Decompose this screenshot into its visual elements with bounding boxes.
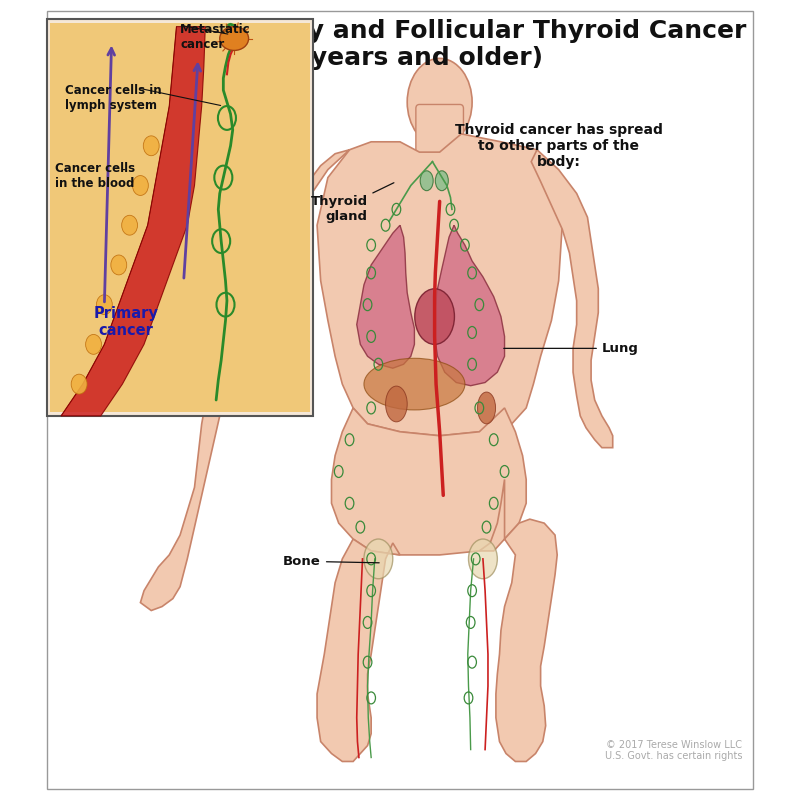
Ellipse shape [386, 386, 407, 422]
Ellipse shape [86, 334, 102, 354]
Ellipse shape [122, 215, 138, 235]
PathPatch shape [141, 150, 350, 610]
Text: Lung: Lung [504, 342, 638, 355]
Polygon shape [61, 26, 206, 416]
FancyBboxPatch shape [416, 105, 463, 156]
Ellipse shape [71, 374, 87, 394]
Ellipse shape [364, 539, 393, 578]
PathPatch shape [317, 539, 400, 762]
PathPatch shape [531, 150, 613, 448]
Ellipse shape [97, 294, 112, 314]
Text: Thyroid
gland: Thyroid gland [310, 182, 394, 223]
Ellipse shape [111, 255, 126, 275]
Text: Primary
cancer: Primary cancer [94, 306, 158, 338]
Ellipse shape [133, 175, 148, 195]
Text: (55 years and older): (55 years and older) [257, 46, 543, 70]
PathPatch shape [479, 479, 557, 762]
Ellipse shape [435, 171, 448, 190]
PathPatch shape [357, 226, 414, 368]
Ellipse shape [414, 289, 454, 344]
Text: © 2017 Terese Winslow LLC
U.S. Govt. has certain rights: © 2017 Terese Winslow LLC U.S. Govt. has… [606, 740, 742, 762]
Ellipse shape [143, 136, 159, 156]
PathPatch shape [331, 408, 526, 555]
Ellipse shape [469, 539, 498, 578]
Text: Bone: Bone [283, 554, 379, 568]
Ellipse shape [407, 58, 472, 146]
Ellipse shape [420, 171, 433, 190]
PathPatch shape [434, 226, 505, 386]
FancyBboxPatch shape [50, 22, 310, 412]
Text: Metastatic
cancer: Metastatic cancer [180, 22, 250, 50]
PathPatch shape [317, 134, 562, 436]
FancyBboxPatch shape [46, 18, 314, 416]
Text: Stage IVB Papillary and Follicular Thyroid Cancer: Stage IVB Papillary and Follicular Thyro… [54, 18, 746, 42]
Ellipse shape [364, 358, 465, 410]
Text: Cancer cells in
lymph system: Cancer cells in lymph system [65, 84, 162, 112]
Text: Cancer cells
in the blood: Cancer cells in the blood [55, 162, 135, 190]
Ellipse shape [220, 26, 249, 50]
Text: Thyroid cancer has spread
to other parts of the
body:: Thyroid cancer has spread to other parts… [454, 122, 662, 169]
Ellipse shape [478, 392, 495, 424]
